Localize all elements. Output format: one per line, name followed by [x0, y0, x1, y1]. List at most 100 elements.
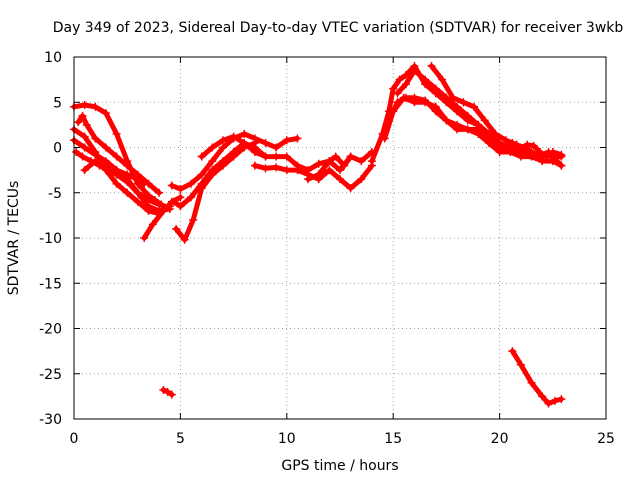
data-point — [144, 195, 153, 204]
data-point — [346, 152, 355, 161]
data-point — [272, 163, 281, 172]
data-point — [448, 93, 457, 102]
data-point — [72, 148, 81, 157]
data-point — [389, 84, 398, 93]
data-point — [557, 150, 566, 159]
data-point — [101, 109, 110, 118]
data-point — [536, 148, 545, 157]
data-point — [557, 395, 566, 404]
data-point — [410, 93, 419, 102]
data-point — [393, 98, 402, 107]
data-point — [304, 175, 313, 184]
data-point — [401, 71, 410, 80]
data-point — [380, 134, 389, 143]
data-point — [431, 107, 440, 116]
data-point — [470, 102, 479, 111]
data-point — [123, 177, 132, 186]
data-point — [557, 161, 566, 170]
data-point — [176, 202, 185, 211]
series-arc-17 — [393, 66, 504, 147]
data-point — [282, 152, 291, 161]
data-point — [123, 170, 132, 179]
data-point — [491, 129, 500, 138]
x-tick-label: 5 — [176, 431, 185, 447]
data-point — [550, 396, 559, 405]
data-point — [176, 185, 185, 194]
data-point — [159, 206, 168, 215]
y-tick-label: 0 — [53, 141, 62, 157]
data-point — [314, 159, 323, 168]
data-point — [325, 157, 334, 166]
data-point — [501, 136, 510, 145]
data-point — [163, 387, 172, 396]
data-point — [272, 143, 281, 152]
data-point — [208, 166, 217, 175]
data-point — [314, 170, 323, 179]
data-point — [112, 179, 121, 188]
series-arc-21 — [159, 386, 176, 399]
x-axis-label: GPS time / hours — [281, 458, 398, 474]
data-point — [401, 93, 410, 102]
data-point — [357, 157, 366, 166]
data-point — [512, 140, 521, 149]
data-point — [91, 157, 100, 166]
data-point — [336, 175, 344, 184]
data-point — [123, 188, 132, 197]
data-point — [293, 134, 302, 143]
data-point — [508, 347, 517, 356]
data-point — [548, 148, 557, 157]
data-point — [516, 143, 525, 152]
data-point — [250, 161, 259, 170]
data-point — [208, 143, 217, 152]
x-tick-label: 20 — [491, 431, 509, 447]
series-trace — [75, 113, 162, 196]
data-point — [167, 181, 176, 190]
data-point — [506, 146, 515, 155]
data-point — [197, 152, 206, 161]
data-point — [367, 157, 376, 166]
data-point — [197, 179, 206, 188]
data-point — [463, 125, 472, 134]
data-point — [427, 62, 436, 71]
data-point — [346, 184, 355, 193]
data-point — [155, 188, 164, 197]
data-point — [261, 152, 270, 161]
data-point — [527, 378, 536, 387]
data-point — [208, 157, 217, 166]
data-point — [293, 166, 302, 175]
data-point — [80, 132, 89, 141]
series-arc-19 — [508, 138, 566, 161]
data-point — [170, 197, 179, 206]
x-tick-label: 25 — [597, 431, 615, 447]
data-point — [140, 179, 149, 188]
data-point — [529, 141, 538, 150]
data-point — [78, 111, 87, 120]
data-point — [101, 143, 110, 152]
series-arc-6 — [80, 157, 149, 188]
data-series — [70, 62, 566, 408]
series-arc-5 — [74, 111, 164, 197]
data-point — [80, 166, 89, 175]
data-point — [272, 152, 281, 161]
data-point — [112, 129, 121, 138]
data-point — [438, 75, 447, 84]
data-point — [384, 116, 393, 125]
data-point — [229, 132, 238, 141]
data-point — [480, 116, 489, 125]
x-tick-label: 10 — [278, 431, 296, 447]
data-point — [78, 152, 87, 161]
data-point — [542, 152, 551, 161]
data-point — [240, 129, 249, 138]
data-point — [167, 390, 176, 399]
data-point — [187, 179, 196, 188]
data-point — [474, 120, 483, 129]
data-point — [112, 166, 121, 175]
data-point — [80, 143, 89, 152]
data-point — [133, 175, 142, 184]
data-point — [538, 157, 547, 166]
y-tick-label: 5 — [53, 95, 62, 111]
series-trace — [509, 348, 564, 407]
y-tick-label: -25 — [39, 367, 62, 383]
data-point — [544, 399, 553, 408]
data-point — [187, 193, 196, 202]
